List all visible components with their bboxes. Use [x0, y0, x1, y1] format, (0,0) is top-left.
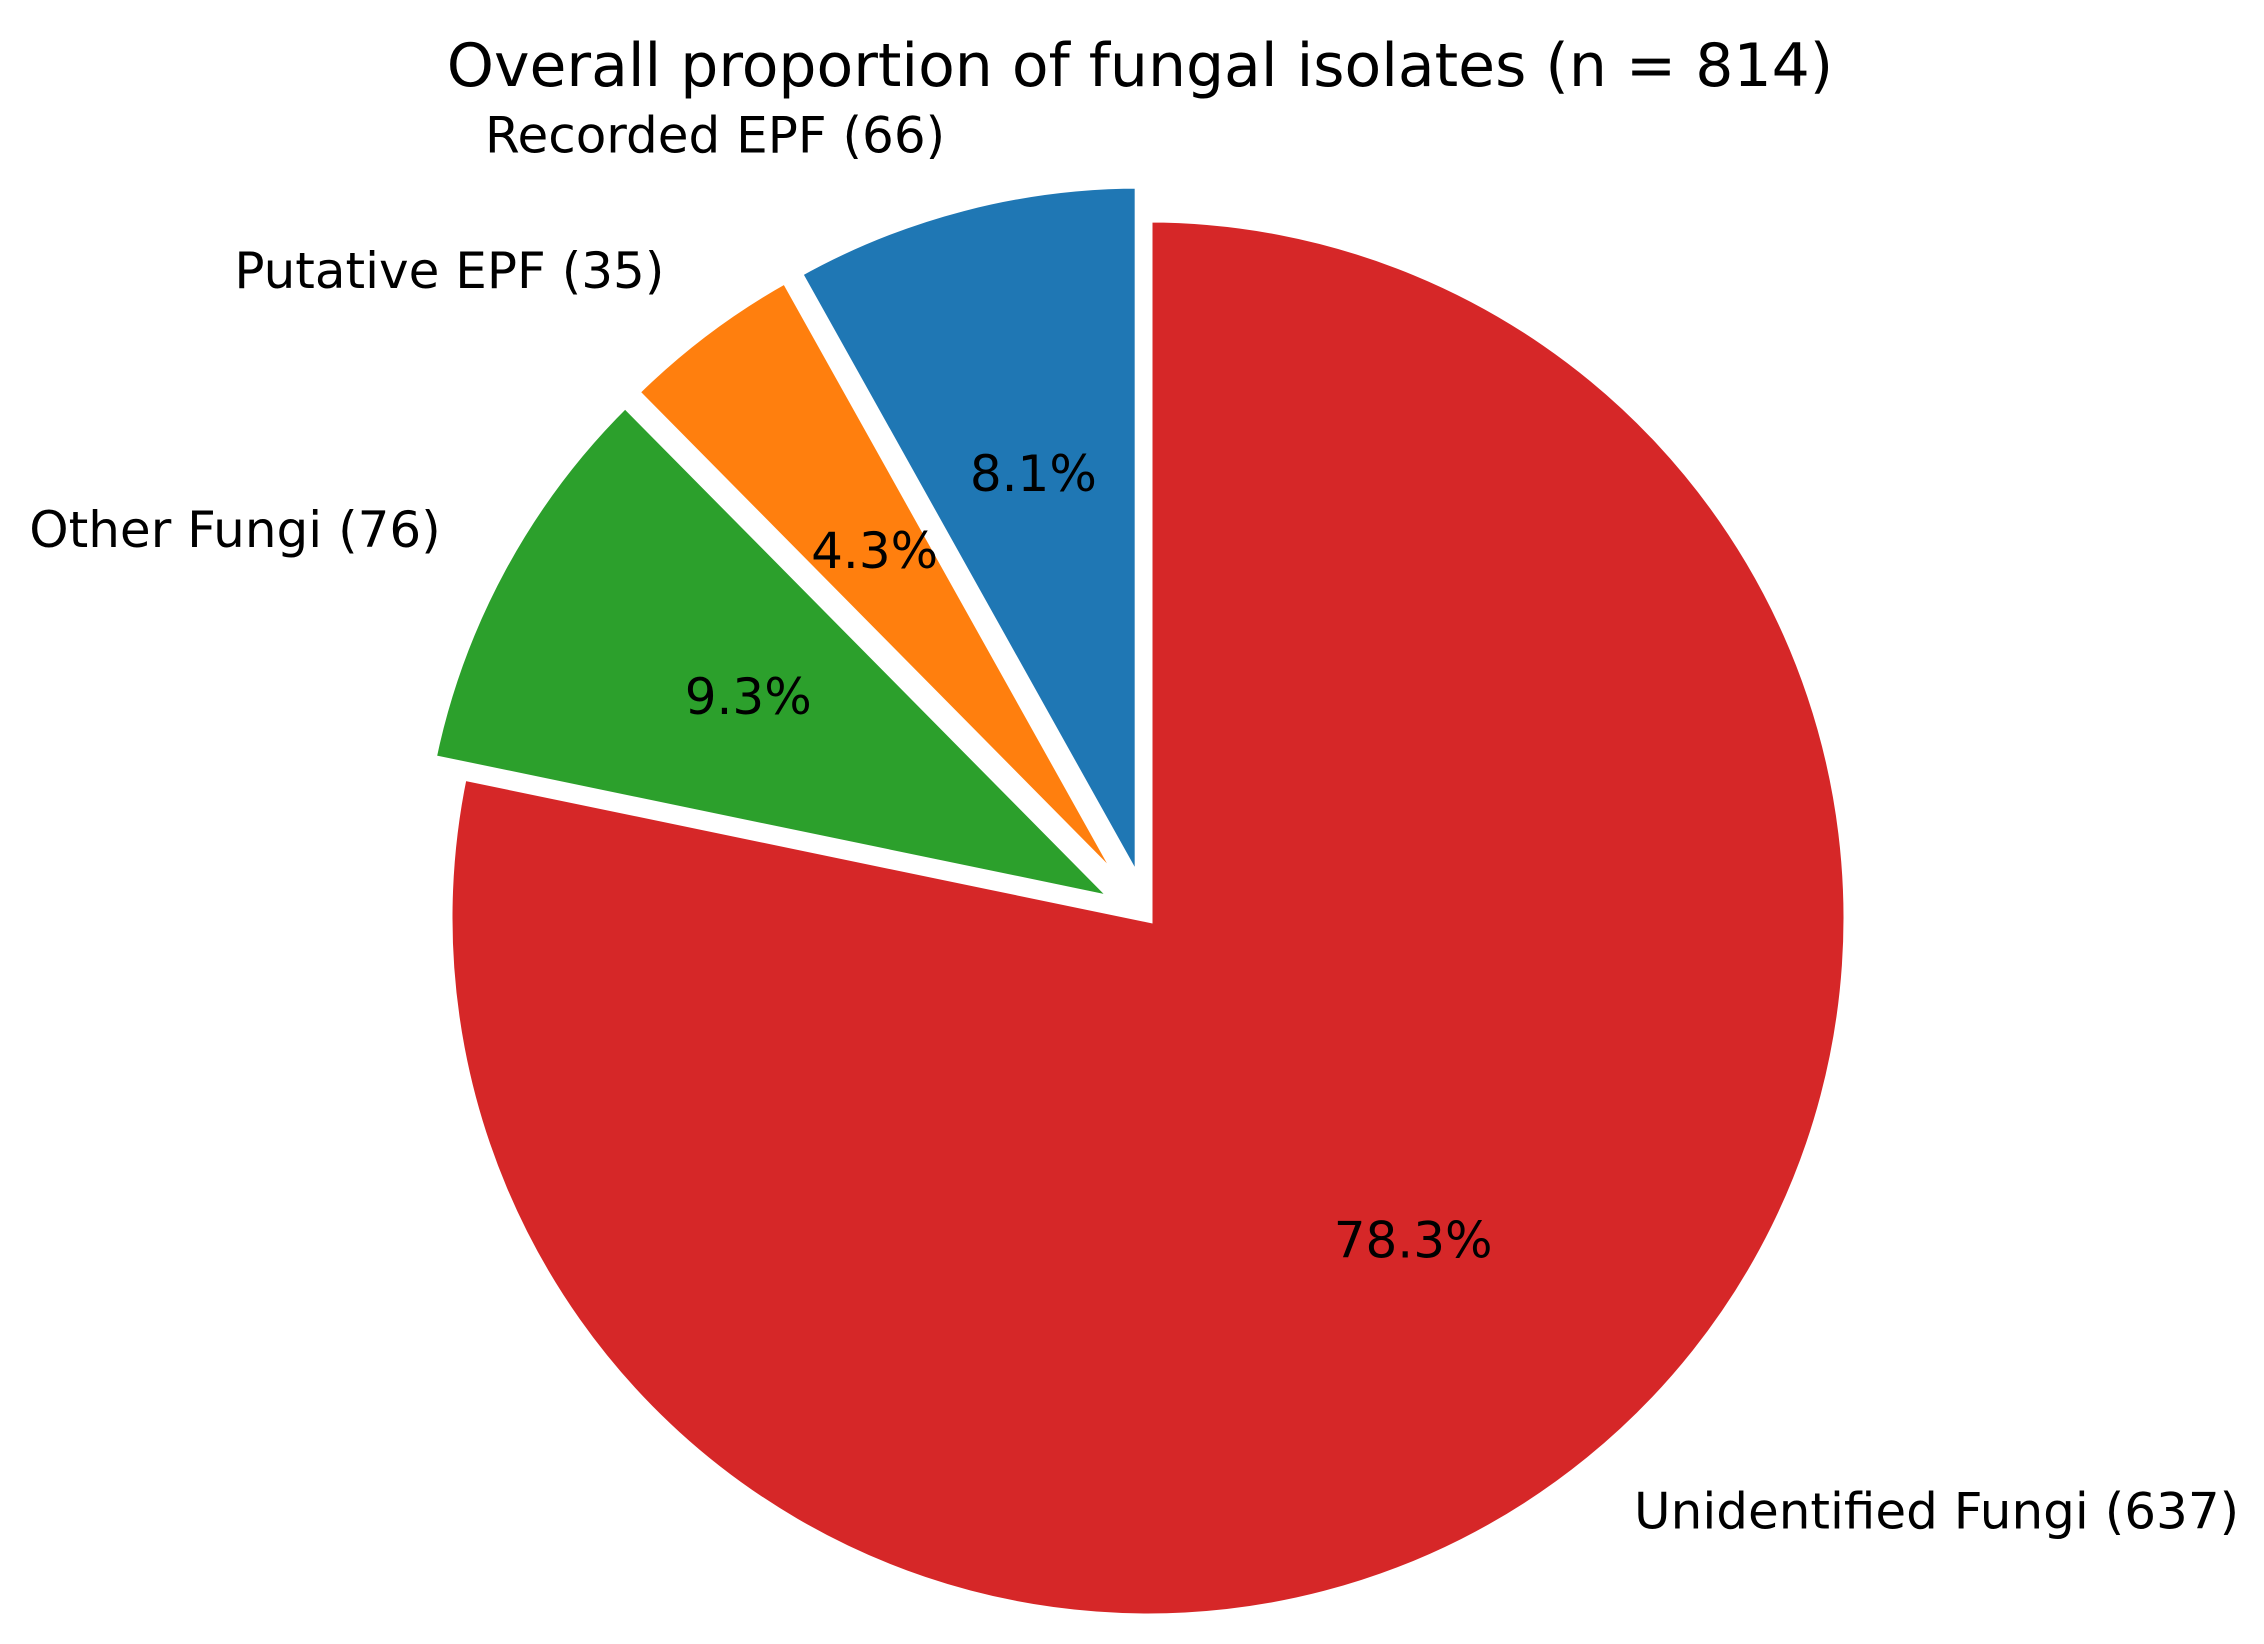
pie-slice-other-fungi [426, 397, 1131, 909]
slice-label-putative-epf: Putative EPF (35) [234, 242, 664, 300]
pct-label-other-fungi: 9.3% [685, 668, 812, 726]
chart-title: Overall proportion of fungal isolates (n… [447, 31, 1833, 101]
slice-label-recorded-epf: Recorded EPF (66) [485, 106, 945, 164]
pct-label-unidentified-fungi: 78.3% [1334, 1211, 1493, 1269]
pie-slice-recorded-epf [791, 179, 1144, 902]
pct-label-putative-epf: 4.3% [811, 522, 938, 580]
pie-labels: Recorded EPF (66) 8.1% Putative EPF (35) 4.… [29, 106, 2239, 1540]
pie-slice-unidentified-fungi [443, 213, 1853, 1623]
slice-label-unidentified-fungi: Unidentified Fungi (637) [1634, 1483, 2239, 1541]
slice-label-other-fungi: Other Fungi (76) [29, 501, 440, 559]
pie-slices [426, 179, 1853, 1623]
pct-label-recorded-epf: 8.1% [970, 445, 1097, 503]
pie-slice-putative-epf [628, 272, 1131, 894]
